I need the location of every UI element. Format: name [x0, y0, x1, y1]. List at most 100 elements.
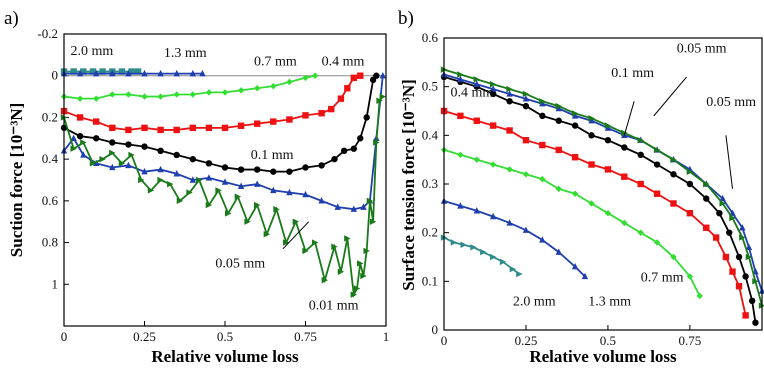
data-point	[588, 132, 595, 139]
data-point	[745, 243, 753, 250]
data-point	[76, 95, 84, 102]
series-annotation: 2.0 mm	[513, 295, 556, 310]
x-tick-label: 0	[441, 333, 448, 348]
data-point	[337, 95, 345, 102]
data-point	[189, 124, 196, 132]
data-point	[516, 270, 523, 278]
data-point	[141, 69, 148, 77]
data-point	[735, 253, 743, 261]
series-annotation: 1.3 mm	[588, 295, 631, 310]
data-point	[157, 176, 164, 184]
series-line	[63, 75, 378, 173]
data-point	[489, 81, 497, 88]
data-point	[604, 210, 612, 217]
data-point	[270, 168, 277, 175]
data-point	[318, 110, 325, 117]
data-point	[581, 272, 589, 280]
data-point	[254, 85, 261, 92]
data-point	[366, 197, 374, 205]
data-point	[286, 168, 293, 175]
data-point	[653, 239, 661, 246]
data-point	[499, 258, 507, 266]
panel-a-series	[60, 68, 386, 298]
data-point	[109, 163, 116, 171]
data-point	[703, 180, 710, 188]
data-point	[637, 229, 644, 236]
data-point	[344, 85, 351, 92]
data-point	[716, 210, 723, 217]
data-point	[286, 78, 293, 86]
data-point	[286, 188, 293, 196]
data-point	[311, 72, 319, 79]
annotation-leader-line	[282, 221, 310, 250]
panel-a-axes-frame	[63, 33, 387, 327]
data-point	[80, 68, 87, 75]
data-point	[571, 154, 579, 161]
data-point	[357, 72, 364, 79]
data-point	[215, 187, 222, 194]
data-point	[128, 151, 135, 159]
series-annotation: 0.4 mm	[322, 54, 365, 69]
data-point	[109, 124, 116, 132]
data-point	[282, 239, 290, 246]
data-point	[173, 69, 180, 77]
data-point	[604, 122, 612, 129]
data-point	[270, 118, 277, 125]
series-annotation: 0.05 mm	[706, 95, 756, 110]
y-tick-label: 0.1	[422, 273, 438, 288]
series-line	[63, 74, 316, 100]
panel-b-axes-frame	[443, 37, 763, 331]
data-point	[186, 189, 193, 196]
data-point	[254, 166, 261, 173]
data-point	[360, 203, 367, 210]
data-point	[489, 90, 497, 98]
data-point	[221, 178, 229, 185]
panel-b-letter: b)	[398, 8, 414, 29]
annotation-leader-line	[623, 101, 635, 136]
data-point	[157, 126, 164, 134]
panel-a-annotations: 2.0 mm 1.3 mm 0.7 mm 0.4 mm 0.1 mm 0.05 mm 0.0…	[70, 44, 364, 313]
data-point	[363, 247, 370, 255]
data-point	[670, 200, 677, 207]
series-2-0-mm	[440, 234, 523, 278]
data-point	[539, 112, 546, 120]
data-point	[196, 176, 203, 184]
data-point	[189, 155, 196, 163]
data-point	[729, 214, 736, 222]
series-annotation: 0.05 mm	[677, 42, 727, 57]
series-1-3-mm	[440, 197, 589, 280]
y-tick-label: 0.4	[422, 127, 439, 142]
data-point	[318, 162, 325, 169]
data-point	[588, 200, 595, 207]
data-point	[353, 285, 361, 292]
data-point	[506, 85, 513, 93]
data-point	[205, 201, 213, 209]
data-point	[571, 263, 579, 270]
data-point	[344, 235, 351, 242]
data-point	[571, 110, 579, 117]
data-point	[270, 186, 277, 194]
data-point	[357, 260, 364, 267]
data-point	[199, 69, 206, 77]
data-point	[571, 112, 579, 119]
data-point	[157, 93, 164, 100]
data-point	[357, 135, 364, 142]
data-point	[321, 276, 329, 284]
data-point	[509, 265, 517, 273]
panel-a-letter: a)	[4, 8, 19, 29]
data-point	[93, 135, 100, 142]
data-point	[70, 134, 77, 141]
data-point	[555, 146, 562, 154]
data-point	[621, 144, 628, 151]
data-point	[189, 176, 196, 183]
panel-b-surface-tension-force: b) Relative volume loss Surface tension …	[398, 8, 764, 366]
data-point	[363, 114, 370, 121]
data-point	[506, 98, 513, 105]
data-point	[173, 151, 180, 159]
data-point	[653, 161, 661, 168]
data-point	[379, 72, 386, 79]
data-point	[571, 190, 579, 197]
data-point	[522, 171, 530, 178]
series-annotation: 0.4 mm	[451, 85, 494, 100]
panel-a-suction-force: a) Relative volume loss Suction force [1…	[4, 8, 389, 366]
